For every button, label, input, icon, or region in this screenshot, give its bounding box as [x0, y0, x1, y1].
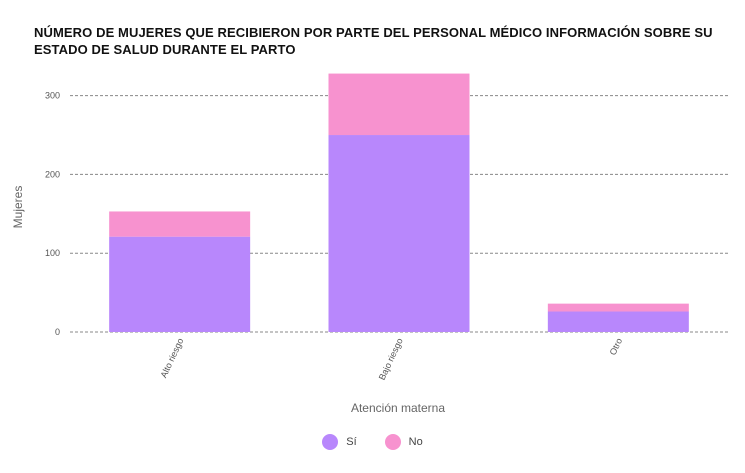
y-axis-label: Mujeres [11, 186, 25, 229]
x-tick-labels: Alto riesgo Bajo riesgo Otro [158, 337, 624, 382]
y-tick-label: 100 [45, 248, 60, 258]
legend-label: Sí [346, 436, 357, 448]
x-tick-label: Otro [608, 337, 624, 357]
y-tick-label: 0 [55, 327, 60, 337]
legend-item[interactable]: No [384, 434, 423, 450]
bar-segment[interactable] [328, 73, 470, 136]
bar-group [109, 73, 689, 332]
y-tick-labels: 0 100 200 300 [45, 91, 60, 337]
legend: Sí No [0, 434, 745, 450]
bar-segment[interactable] [109, 211, 251, 237]
bar-segment[interactable] [547, 303, 689, 312]
bar-segment[interactable] [547, 311, 689, 332]
x-tick-label: Alto riesgo [158, 337, 185, 380]
legend-label: No [408, 436, 423, 448]
legend-swatch [322, 434, 339, 450]
y-tick-label: 200 [45, 169, 60, 179]
legend-item[interactable]: Sí [322, 434, 357, 450]
x-axis-label: Atención materna [351, 401, 445, 415]
y-tick-label: 300 [45, 91, 60, 101]
legend-swatch [384, 434, 401, 450]
bar-segment[interactable] [109, 236, 251, 332]
chart-title: NÚMERO DE MUJERES QUE RECIBIERON POR PAR… [34, 25, 713, 57]
bar-segment[interactable] [328, 135, 470, 332]
x-tick-label: Bajo riesgo [377, 337, 405, 382]
